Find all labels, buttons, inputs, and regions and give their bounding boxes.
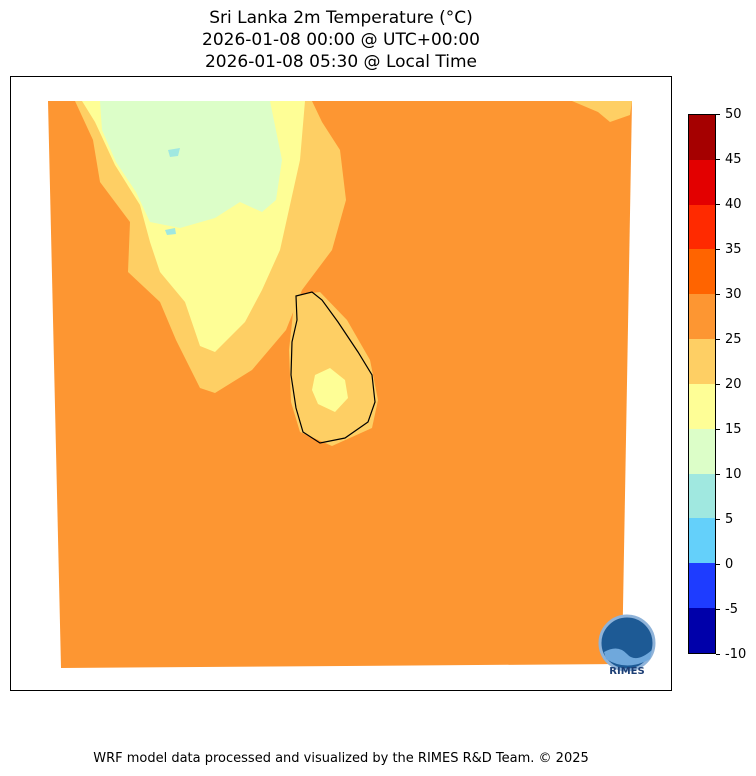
map-frame (10, 76, 672, 691)
colorbar-bin (689, 563, 715, 609)
colorbar-tick-label: 30 (716, 288, 742, 301)
title-line-1: Sri Lanka 2m Temperature (°C) (209, 8, 473, 28)
title-line-3: 2026-01-08 05:30 @ Local Time (204, 52, 478, 72)
colorbar-bin (689, 383, 715, 429)
title-line-2: 2026-01-08 00:00 @ UTC+00:00 (202, 30, 480, 50)
srilanka-20-25 (289, 292, 378, 446)
colorbar-tick-label: 40 (716, 198, 742, 211)
colorbar-tick-label: 25 (716, 333, 742, 346)
colorbar-bin (689, 294, 715, 340)
colorbar-bin (689, 249, 715, 295)
colorbar-tick-label: 20 (716, 378, 742, 391)
rimes-logo: RIMES (598, 614, 656, 677)
colorbar-bin (689, 159, 715, 205)
colorbar-tick-label: 45 (716, 153, 742, 166)
colorbar-tick-label: 15 (716, 423, 742, 436)
colorbar-tick-label: 5 (716, 513, 733, 526)
colorbar-bin (689, 428, 715, 474)
colorbar-bin (689, 204, 715, 250)
colorbar-tick-label: -5 (716, 603, 738, 616)
colorbar-tick-label: 35 (716, 243, 742, 256)
srilanka-highland-15-20 (312, 368, 348, 412)
corner-patch (572, 101, 632, 122)
colorbar-tick-label: -10 (716, 648, 746, 661)
colorbar-bin (689, 115, 715, 160)
colorbar-bin (689, 608, 715, 653)
footer-credit: WRF model data processed and visualized … (93, 751, 589, 766)
temperature-map (48, 101, 632, 668)
colorbar-bin (689, 339, 715, 384)
cool-patch (165, 228, 176, 235)
india-land-10-15 (100, 101, 282, 228)
svg-text:RIMES: RIMES (609, 666, 644, 676)
colorbar-bin (689, 518, 715, 564)
colorbar (688, 114, 716, 654)
colorbar-tick-label: 50 (716, 108, 742, 121)
colorbar-tick-label: 0 (716, 558, 733, 571)
colorbar-tick-label: 10 (716, 468, 742, 481)
cool-patch (168, 148, 180, 157)
colorbar-bin (689, 473, 715, 519)
srilanka-coastline (290, 291, 376, 444)
